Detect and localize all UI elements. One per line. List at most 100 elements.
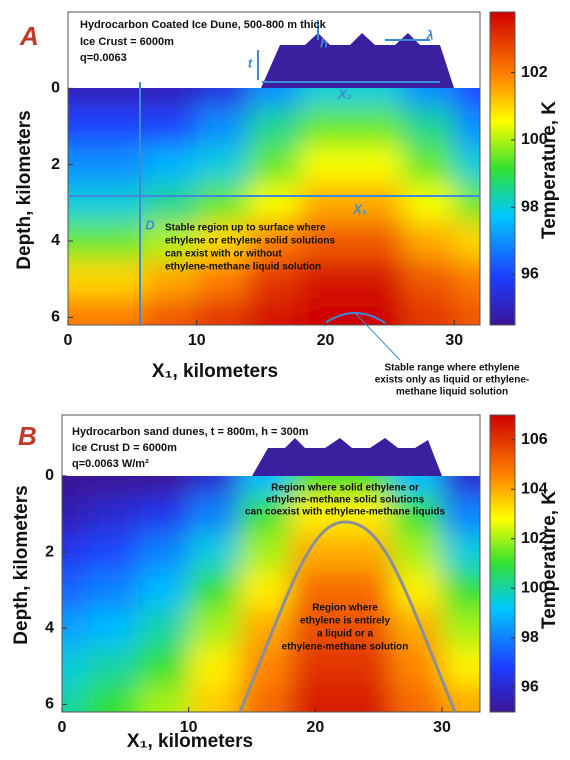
cell (391, 476, 443, 496)
cell (299, 260, 353, 300)
diagram-label: D (145, 217, 155, 232)
region-text: ethylene-methane solid solutions (266, 495, 425, 506)
colorbar-label: Temperature, K (539, 491, 560, 629)
region-text: Stable range where ethylene (384, 363, 519, 374)
region-text: methane liquid solution (396, 387, 508, 398)
colorbar-tick-label: 96 (521, 266, 539, 283)
cell (138, 494, 190, 535)
cell (248, 107, 301, 147)
cell (454, 221, 480, 262)
cell (196, 298, 250, 325)
panel-letter: A (19, 21, 39, 51)
note: Ice Crust = 6000m (80, 36, 174, 48)
cell (299, 221, 353, 262)
cell (454, 260, 480, 300)
cell (442, 476, 480, 496)
region-text: can coexist with ethylene-methane liquid… (245, 507, 445, 518)
region-text: Region where solid ethylene or (271, 483, 419, 494)
colorbar-label: Temperature, K (539, 101, 560, 239)
cell (351, 221, 404, 262)
cell (442, 609, 480, 649)
cell (351, 260, 404, 300)
cell (93, 88, 147, 109)
cell (391, 494, 443, 535)
cell (145, 260, 198, 300)
cell (402, 298, 456, 325)
region-boundary (238, 520, 457, 713)
y-tick-label: 2 (45, 543, 54, 560)
region-text: exists only as liquid or ethylene- (375, 375, 530, 386)
cell (239, 609, 291, 649)
colorbar-tick-label: 106 (521, 431, 548, 448)
colorbar (489, 414, 516, 713)
cell (248, 221, 301, 262)
cell (62, 494, 89, 535)
cell (248, 88, 301, 109)
cell (290, 494, 342, 535)
x-tick-label: 10 (180, 719, 198, 736)
cell (402, 221, 456, 262)
cell (299, 88, 353, 109)
cell (402, 107, 456, 147)
cell (290, 476, 342, 496)
cell (248, 298, 301, 325)
cell (138, 571, 190, 611)
y-tick-label: 6 (51, 309, 60, 326)
diagram-label: λ (425, 27, 433, 42)
arrows (68, 20, 480, 361)
cell (145, 107, 198, 147)
cell (442, 533, 480, 573)
cell (299, 145, 353, 185)
cell (188, 609, 241, 649)
cell (196, 183, 250, 223)
cell (93, 107, 147, 147)
x-axis-label: X₁, kilometers (127, 731, 253, 752)
cell (188, 647, 241, 687)
diagram-label: t (248, 55, 253, 70)
cell (68, 298, 95, 325)
cell (138, 533, 190, 573)
colorbar-tick-label: 98 (521, 629, 539, 646)
cell (351, 183, 404, 223)
colorbar-tick-label: 102 (521, 64, 548, 81)
cell (93, 260, 147, 300)
cell (299, 107, 353, 147)
cell (239, 533, 291, 573)
x-axis-label: X₁, kilometers (152, 361, 278, 382)
cell (138, 476, 190, 496)
field (68, 88, 480, 325)
cell (145, 88, 198, 109)
dune (261, 33, 454, 88)
colorbar-tick-label: 104 (521, 480, 548, 497)
diagram-label: h (320, 35, 328, 50)
region-text: ethylene or ethylene solid solutions (165, 236, 335, 247)
cell (138, 685, 190, 712)
cell (62, 571, 89, 611)
region-text: Region where (312, 603, 378, 614)
cell (340, 476, 393, 496)
cell (68, 260, 95, 300)
colorbar-tick-label: 100 (521, 579, 548, 596)
cell (351, 298, 404, 325)
cell (442, 571, 480, 611)
y-tick-label: 4 (51, 232, 60, 249)
cell (188, 571, 241, 611)
cell (351, 145, 404, 185)
cell (196, 107, 250, 147)
cell (248, 260, 301, 300)
colorbar (489, 11, 516, 326)
cell (188, 476, 241, 496)
cell (351, 88, 404, 109)
pointer (354, 312, 401, 361)
cell (87, 685, 139, 712)
colorbar-tick-label: 96 (521, 678, 539, 695)
cell (391, 533, 443, 573)
cell (145, 298, 198, 325)
cell (87, 609, 139, 649)
y-tick-label: 2 (51, 156, 60, 173)
y-axis-label: Depth, kilometers (14, 110, 35, 269)
diagram-label: X₂ (337, 86, 352, 101)
note: q=0.0063 W/m² (72, 458, 149, 470)
